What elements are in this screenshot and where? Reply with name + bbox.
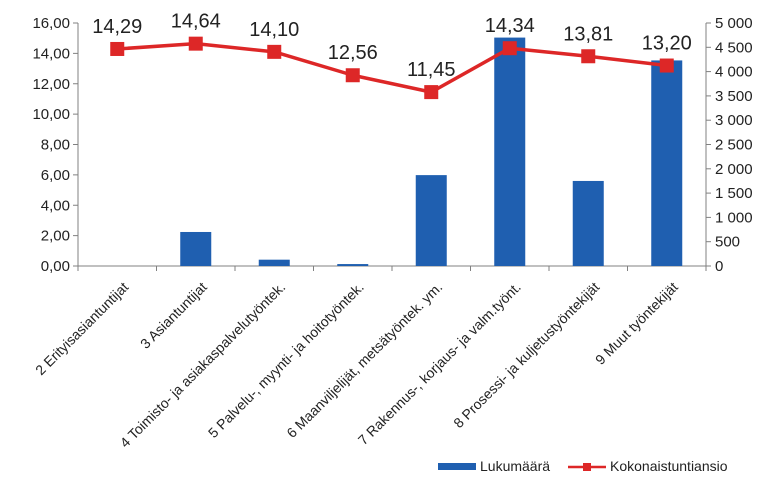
category-label: 8 Prosessi- ja kuljetustyöntekijät (450, 279, 602, 431)
right-tick-label: 2 000 (715, 161, 753, 178)
legend: Lukumäärä Kokonaistuntiansio (438, 458, 728, 474)
category-label: 2 Erityisasiantuntijat (32, 279, 131, 378)
category-label: 9 Muut työntekijät (592, 279, 681, 368)
bar (572, 180, 604, 266)
right-tick-label: 4 500 (715, 39, 753, 56)
line-series (110, 36, 674, 100)
category-label: 4 Toimisto- ja asiakaspalvelutyöntek. (117, 279, 289, 451)
line-marker (345, 68, 360, 83)
data-label: 13,20 (642, 33, 692, 55)
bar (494, 37, 526, 266)
bar (180, 231, 212, 266)
left-tick-label: 8,00 (41, 137, 70, 154)
right-tick-label: 4 000 (715, 64, 753, 81)
line-marker (581, 49, 596, 64)
data-label: 12,56 (328, 42, 378, 64)
left-tick-label: 4,00 (41, 197, 70, 214)
data-label: 14,64 (171, 11, 221, 33)
data-label: 13,81 (563, 23, 613, 45)
left-tick-label: 6,00 (41, 167, 70, 184)
legend-line-marker (583, 463, 591, 471)
bar (258, 259, 290, 266)
right-tick-label: 500 (715, 234, 740, 251)
line-marker (659, 58, 674, 73)
right-tick-label: 0 (715, 258, 723, 275)
category-label: 3 Asiantuntijat (137, 279, 210, 352)
line-marker (110, 41, 125, 56)
left-tick-label: 12,00 (32, 76, 70, 93)
category-label: 7 Rakennus-, korjaus- ja valm.työnt. (355, 279, 524, 448)
bar (651, 60, 683, 267)
data-label: 14,29 (92, 16, 142, 38)
right-tick-label: 1 000 (715, 209, 753, 226)
line-marker (424, 85, 439, 100)
category-label: 6 Maanviljelijät, metsätyöntek. ym. (283, 279, 445, 441)
line-marker (267, 44, 282, 59)
left-tick-label: 16,00 (32, 15, 70, 32)
line-marker (188, 36, 203, 51)
left-axis: 0,00 2,00 4,00 6,00 8,00 10,00 12,00 14,00 16,00 (32, 15, 78, 275)
legend-bar-label: Lukumäärä (480, 458, 550, 474)
bar (337, 264, 369, 266)
right-tick-label: 1 500 (715, 185, 753, 202)
right-tick-label: 3 500 (715, 88, 753, 105)
data-label: 14,34 (485, 15, 535, 37)
left-tick-label: 2,00 (41, 228, 70, 245)
right-tick-label: 2 500 (715, 137, 753, 154)
data-label: 14,10 (249, 19, 299, 41)
legend-line-label: Kokonaistuntiansio (610, 458, 728, 474)
right-tick-label: 5 000 (715, 15, 753, 32)
line-marker (502, 41, 517, 56)
bar (415, 175, 447, 266)
data-label: 11,45 (407, 59, 456, 81)
left-tick-label: 0,00 (41, 258, 70, 275)
legend-bar-swatch (438, 463, 476, 470)
data-labels: 14,29 14,64 14,10 12,56 11,45 14,34 13,81 13,20 (92, 11, 692, 81)
left-tick-label: 10,00 (32, 106, 70, 123)
line-path (117, 41, 667, 94)
left-tick-label: 14,00 (32, 45, 70, 62)
right-tick-label: 3 000 (715, 112, 753, 129)
bar-series (180, 37, 683, 267)
category-label: 5 Palvelu-, myynti- ja hoitotyöntek. (205, 279, 367, 441)
right-axis: 0 500 1 000 1 500 2 000 2 500 3 000 3 500 4 000 4… (706, 15, 753, 275)
